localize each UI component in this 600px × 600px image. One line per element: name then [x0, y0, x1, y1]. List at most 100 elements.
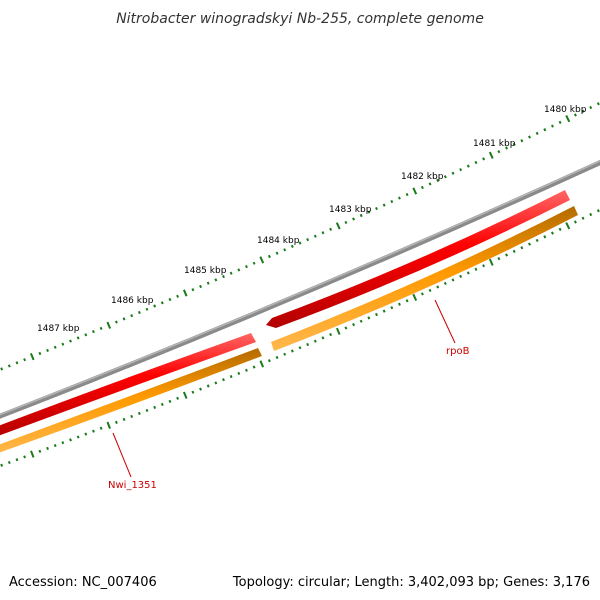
inner-tick [344, 326, 348, 330]
inner-tick [168, 399, 172, 403]
outer-tick [329, 227, 333, 231]
outer-tick [313, 234, 317, 238]
outer-tick [290, 244, 294, 249]
inner-tick [130, 414, 134, 418]
outer-tick [550, 124, 554, 128]
outer-tick [497, 150, 501, 154]
outer-tick [412, 187, 418, 195]
inner-tick [573, 220, 577, 224]
inner-tick [199, 387, 202, 391]
gene-label-nwi-1351[interactable]: Nwi_1351 [108, 480, 157, 491]
inner-tick [451, 278, 455, 282]
inner-tick [488, 258, 494, 266]
inner-tick [565, 222, 571, 230]
cds-feature-rpob[interactable] [271, 206, 578, 351]
outer-tick [397, 196, 401, 200]
inner-tick [182, 391, 188, 399]
outer-tick [352, 217, 356, 221]
inner-tick [153, 405, 157, 409]
outer-tick [451, 171, 455, 175]
scale-label-1480: 1480 kbp [544, 105, 587, 115]
outer-tick [114, 320, 118, 324]
inner-tick [23, 455, 26, 459]
inner-tick [252, 365, 256, 369]
rpob-label-leader [434, 299, 456, 344]
inner-tick [321, 336, 325, 340]
outer-tick [199, 284, 203, 289]
outer-tick [92, 330, 95, 334]
outer-tick [367, 210, 371, 214]
inner-tick [505, 253, 509, 257]
outer-tick [229, 271, 233, 275]
outer-tick [459, 168, 463, 172]
outer-tick [543, 128, 547, 132]
inner-tick [581, 216, 585, 220]
inner-tick [160, 402, 164, 406]
inner-tick [122, 417, 126, 421]
inner-tick [313, 339, 317, 343]
inner-tick [114, 420, 118, 424]
inner-tick [245, 368, 248, 372]
inner-tick [206, 384, 210, 388]
inner-tick [375, 312, 378, 317]
inner-tick [589, 212, 593, 217]
inner-tick [558, 227, 562, 232]
outer-tick [520, 139, 524, 143]
outer-tick [466, 164, 470, 168]
outer-tick [306, 237, 310, 242]
gene-label-rpob[interactable]: rpoB [446, 346, 470, 357]
inner-tick [7, 460, 11, 465]
inner-tick [474, 267, 478, 271]
scale-label-1487: 1487 kbp [37, 324, 80, 334]
inner-tick [290, 349, 294, 353]
outer-tick [558, 120, 562, 124]
inner-tick [76, 435, 80, 439]
outer-tick [61, 342, 65, 346]
outer-tick [23, 358, 27, 362]
outer-tick [0, 367, 4, 371]
inner-tick [528, 242, 531, 246]
outer-tick [443, 175, 447, 179]
inner-tick [61, 441, 65, 445]
outer-tick [259, 256, 265, 264]
inner-tick [482, 264, 486, 268]
scale-label-1481: 1481 kbp [473, 139, 516, 149]
cds-feature-nwi-1351[interactable] [0, 348, 262, 456]
gene-feature-nwi-1351[interactable] [0, 333, 256, 439]
inner-tick [214, 381, 218, 385]
gene-feature-rpob[interactable] [266, 190, 570, 328]
outer-tick [596, 102, 600, 106]
outer-tick [137, 310, 141, 315]
outer-tick [405, 193, 409, 197]
outer-tick [244, 264, 248, 269]
inner-tick [466, 271, 470, 275]
accession-text: Accession: NC_007406 [9, 575, 157, 590]
inner-tick [512, 249, 516, 254]
inner-tick [38, 449, 42, 453]
outer-tick [482, 157, 486, 161]
scale-label-1485: 1485 kbp [184, 266, 227, 276]
outer-tick [359, 213, 363, 218]
inner-tick [412, 293, 418, 302]
inner-tick [283, 352, 287, 356]
inner-tick [137, 411, 141, 415]
inner-tick [176, 396, 180, 400]
outer-tick [122, 317, 126, 321]
outer-tick [390, 200, 394, 204]
outer-tick [428, 182, 432, 186]
outer-tick [420, 185, 424, 190]
nwi-1351-label-leader [112, 432, 132, 478]
inner-tick [0, 463, 4, 467]
inner-tick [99, 426, 103, 430]
scale-label-1483: 1483 kbp [329, 205, 372, 215]
outer-tick [46, 348, 49, 352]
inner-tick [543, 235, 547, 239]
inner-tick [46, 446, 49, 451]
outer-tick [321, 231, 325, 235]
outer-tick [565, 115, 571, 123]
outer-tick [38, 351, 42, 356]
inner-tick [298, 346, 302, 350]
outer-tick [573, 113, 577, 117]
inner-tick [359, 319, 363, 323]
outer-tick [168, 297, 172, 302]
